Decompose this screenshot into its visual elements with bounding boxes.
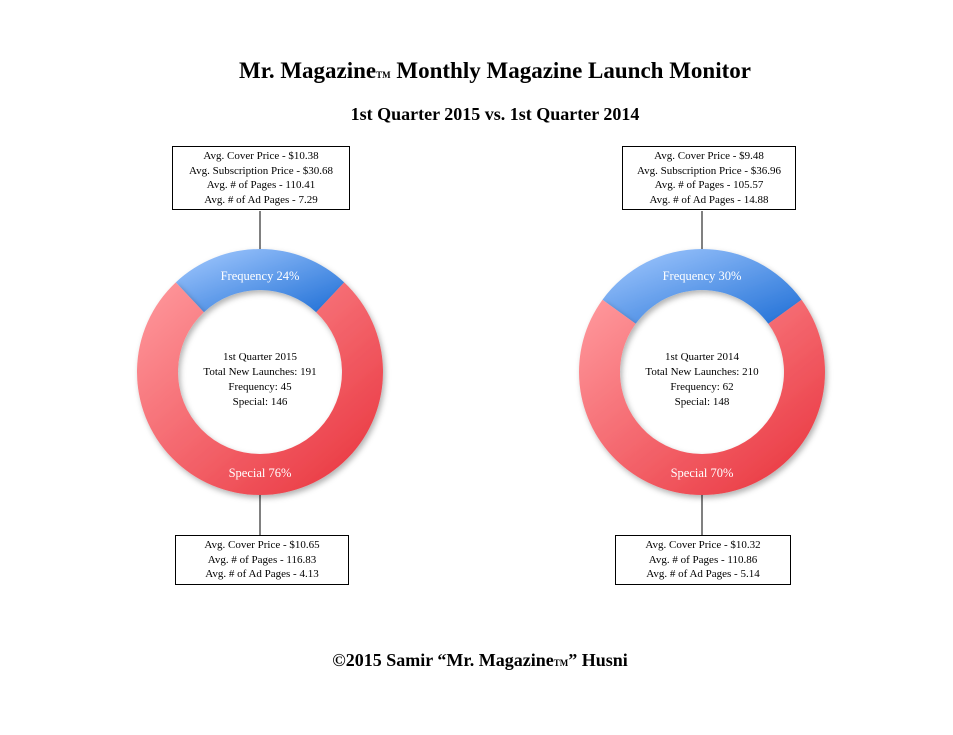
stat-line: Avg. # of Pages - 105.57: [654, 179, 764, 191]
page-title: Mr. MagazineTM Monthly Magazine Launch M…: [0, 58, 953, 84]
stat-line: Avg. # of Ad Pages - 4.13: [205, 568, 319, 580]
frequency-stats-box: Avg. Cover Price - $10.38 Avg. Subscripti…: [172, 146, 350, 210]
center-text: Special: 148: [675, 396, 730, 408]
center-text: Frequency: 62: [670, 381, 733, 393]
title-rest: Monthly Magazine Launch Monitor: [390, 58, 751, 83]
frequency-label: Frequency 24%: [221, 269, 300, 283]
special-stats-box: Avg. Cover Price - $10.32 Avg. # of Pages…: [615, 535, 791, 585]
special-label: Special 70%: [671, 466, 734, 480]
stat-line: Avg. Subscription Price - $30.68: [188, 164, 333, 177]
footer-tm: TM: [553, 658, 569, 668]
stat-line: Avg. Subscription Price - $36.96: [636, 164, 781, 177]
footer-post: ” Husni: [568, 650, 628, 670]
special-stats-box: Avg. Cover Price - $10.65 Avg. # of Pages…: [175, 535, 349, 585]
special-label: Special 76%: [229, 466, 292, 480]
special-slice: [579, 299, 825, 495]
footer: ©2015 Samir “Mr. MagazineTM” Husni: [0, 650, 953, 671]
frequency-stats-box: Avg. Cover Price - $9.48 Avg. Subscriptio…: [622, 146, 796, 210]
title-tm: TM: [376, 70, 391, 80]
center-text: Total New Launches: 210: [645, 366, 759, 378]
frequency-label: Frequency 30%: [663, 269, 742, 283]
stat-line: Avg. Cover Price - $10.38: [203, 150, 319, 162]
stat-line: Avg. Cover Price - $10.65: [204, 539, 320, 551]
stat-line: Avg. # of Ad Pages - 14.88: [649, 193, 769, 206]
stat-line: Avg. # of Ad Pages - 7.29: [204, 193, 318, 206]
center-text: Total New Launches: 191: [203, 366, 316, 378]
special-slice: [137, 282, 383, 495]
center-text: 1st Quarter 2015: [223, 351, 297, 363]
center-text: Special: 146: [233, 396, 288, 408]
stat-line: Avg. # of Pages - 110.41: [206, 179, 316, 191]
center-text: 1st Quarter 2014: [665, 351, 739, 363]
center-text: Frequency: 45: [228, 381, 292, 393]
stat-line: Avg. # of Ad Pages - 5.14: [646, 568, 760, 580]
subtitle: 1st Quarter 2015 vs. 1st Quarter 2014: [350, 104, 640, 124]
stat-line: Avg. Cover Price - $9.48: [654, 150, 764, 162]
frequency-slice: [602, 248, 802, 324]
stat-line: Avg. # of Pages - 116.83: [207, 553, 317, 566]
frequency-slice: [175, 249, 345, 313]
title-main: Mr. Magazine: [239, 58, 377, 83]
footer-pre: ©2015 Samir “Mr. Magazine: [332, 650, 554, 670]
stat-line: Avg. Cover Price - $10.32: [645, 539, 761, 551]
stat-line: Avg. # of Pages - 110.86: [648, 553, 758, 566]
